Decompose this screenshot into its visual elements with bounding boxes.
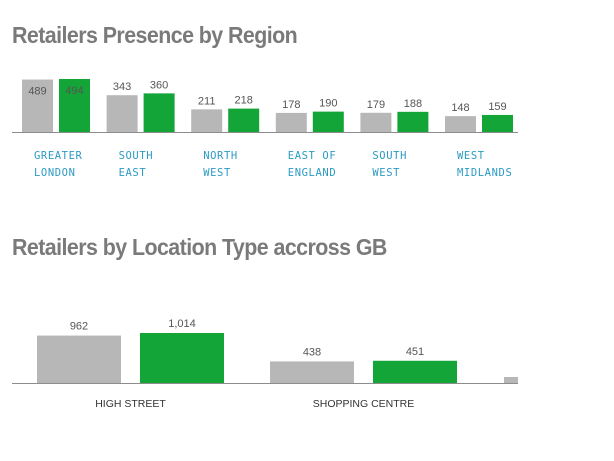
data-label: 148 [451,102,469,114]
region-chart-title: Retailers Presence by Region [12,22,298,48]
category-label: SOUTH [372,150,407,162]
data-label: 343 [113,81,131,93]
bar-series-b [397,111,429,132]
data-label: 188 [404,98,422,110]
category-label: SOUTH [119,150,154,162]
data-label: 178 [282,99,300,111]
category-label: WEST [203,167,231,179]
bar-series-a [275,112,307,132]
category-label: ENGLAND [288,167,336,179]
region-bar-chart: 489 494 GREATER LONDON 343 360 SOUTH EAST 211 218… [12,79,518,179]
bar-series-b [312,111,344,132]
data-label: 218 [235,95,253,107]
category-label: LONDON [34,167,76,179]
location-chart-title: Retailers by Location Type accross GB [12,234,387,260]
data-label: 494 [65,85,83,97]
bar-series-a [191,109,223,132]
data-label: 179 [367,99,385,111]
category-label: MIDLANDS [457,167,512,179]
data-label: 1,014 [168,318,196,330]
category-label: NORTH [203,150,238,162]
bar-series-b [482,114,513,132]
bar-series-b [143,93,175,132]
data-label: 211 [198,95,216,107]
data-label: 962 [70,321,88,333]
data-label: 190 [319,98,337,110]
bar-series-a [445,116,476,132]
data-label: 451 [406,346,424,358]
bar-series-a [37,335,121,383]
data-label: 438 [303,346,321,358]
category-label: EAST OF [288,150,336,162]
category-label: HIGH STREET [95,398,166,410]
bar-series-a [360,112,392,132]
category-label: WEST [457,150,485,162]
bar-series-b [140,333,224,383]
bar-series-a [22,79,53,132]
bar-cropped [504,377,518,383]
bar-series-b [373,360,457,383]
data-label: 360 [150,79,168,91]
bar-series-a [106,95,138,132]
data-label: 489 [28,86,46,98]
bar-series-b [59,79,90,132]
category-label: SHOPPING CENTRE [313,398,415,410]
category-label: WEST [372,167,400,179]
bar-series-b [228,108,260,132]
bar-series-a [270,361,354,383]
category-label: EAST [119,167,147,179]
category-label: GREATER [34,150,83,162]
data-label: 159 [488,101,506,113]
